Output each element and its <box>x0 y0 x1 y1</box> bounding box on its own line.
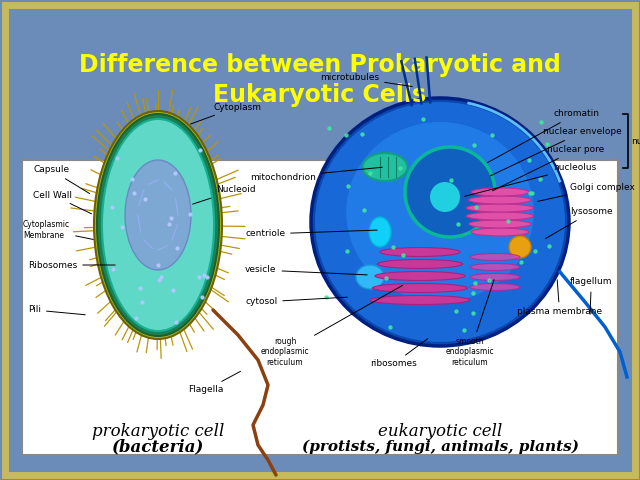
Text: Golgi complex: Golgi complex <box>538 182 635 202</box>
Ellipse shape <box>346 122 534 302</box>
Text: plasma membrane: plasma membrane <box>517 280 602 316</box>
Ellipse shape <box>372 284 467 292</box>
Bar <box>22 160 618 455</box>
Ellipse shape <box>100 117 216 333</box>
Text: centriole: centriole <box>245 229 377 239</box>
Ellipse shape <box>470 284 520 290</box>
Text: lysosome: lysosome <box>545 207 612 239</box>
Text: (protists, fungi, animals, plants): (protists, fungi, animals, plants) <box>301 440 579 454</box>
Ellipse shape <box>509 236 531 258</box>
Text: eukaryotic cell: eukaryotic cell <box>378 423 502 441</box>
Text: Flagella: Flagella <box>188 372 241 395</box>
Ellipse shape <box>94 111 222 339</box>
Ellipse shape <box>470 264 520 271</box>
Ellipse shape <box>369 217 391 247</box>
Text: Difference between Prokaryotic and: Difference between Prokaryotic and <box>79 53 561 77</box>
Text: nuclear pore: nuclear pore <box>493 145 604 191</box>
Ellipse shape <box>125 160 191 270</box>
Text: Nucleoid: Nucleoid <box>193 185 255 204</box>
Ellipse shape <box>103 120 213 330</box>
Text: vesicle: vesicle <box>245 265 367 275</box>
Ellipse shape <box>471 188 529 196</box>
Text: flagellum: flagellum <box>570 277 612 314</box>
Text: chromatin: chromatin <box>488 109 599 163</box>
Text: nucleolus: nucleolus <box>465 164 596 196</box>
Text: microtubules: microtubules <box>320 72 412 86</box>
Ellipse shape <box>470 274 520 280</box>
Text: Ribosomes: Ribosomes <box>28 261 115 269</box>
Ellipse shape <box>470 253 520 261</box>
Text: Capsule: Capsule <box>33 166 90 193</box>
Text: Eukaryotic Cells: Eukaryotic Cells <box>213 83 427 107</box>
Text: (bacteria): (bacteria) <box>112 439 204 456</box>
Text: Cell Wall: Cell Wall <box>33 191 92 214</box>
Ellipse shape <box>405 147 495 237</box>
Ellipse shape <box>430 182 460 212</box>
Text: prokaryotic cell: prokaryotic cell <box>92 423 224 441</box>
Text: rough
endoplasmic
reticulum: rough endoplasmic reticulum <box>260 286 403 367</box>
Ellipse shape <box>471 228 529 236</box>
Ellipse shape <box>311 98 569 346</box>
Ellipse shape <box>468 196 531 204</box>
Ellipse shape <box>370 296 470 304</box>
Ellipse shape <box>362 153 408 181</box>
Ellipse shape <box>467 212 534 220</box>
Ellipse shape <box>356 265 384 289</box>
Text: Pili: Pili <box>28 305 85 315</box>
Ellipse shape <box>467 204 534 212</box>
Ellipse shape <box>468 220 531 228</box>
Text: smooth
endoplasmic
reticulum: smooth endoplasmic reticulum <box>445 280 494 367</box>
Text: mitochondrion: mitochondrion <box>250 167 382 181</box>
Text: cytosol: cytosol <box>245 297 348 307</box>
Ellipse shape <box>97 114 219 336</box>
Ellipse shape <box>315 102 565 342</box>
Text: Cytoplasmic
Membrane: Cytoplasmic Membrane <box>23 220 93 240</box>
Text: ribosomes: ribosomes <box>370 339 428 369</box>
Ellipse shape <box>378 260 463 268</box>
Ellipse shape <box>380 248 460 256</box>
Text: Cytoplasm: Cytoplasm <box>191 103 261 124</box>
Text: nucleus: nucleus <box>631 136 640 145</box>
Ellipse shape <box>375 272 465 280</box>
Text: nuclear envelope: nuclear envelope <box>490 128 621 176</box>
